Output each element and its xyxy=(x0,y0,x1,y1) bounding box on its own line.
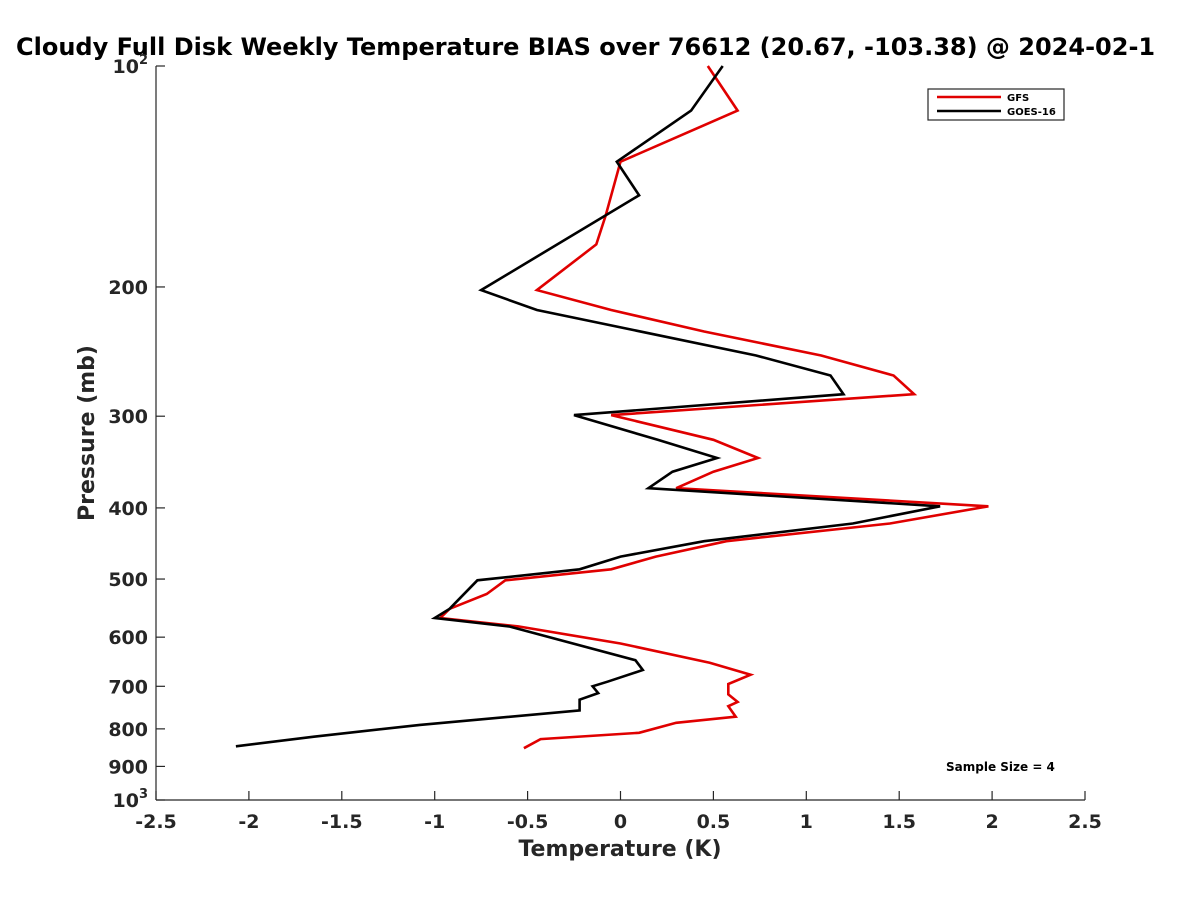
x-tick-label: 2.5 xyxy=(1068,811,1102,833)
x-tick-label: -2.5 xyxy=(135,811,177,833)
y-tick-label: 800 xyxy=(108,719,148,741)
y-tick-label: 400 xyxy=(108,498,148,520)
x-tick-label: 1 xyxy=(800,811,813,833)
x-tick-label: -1.5 xyxy=(321,811,363,833)
series-line-gfs xyxy=(437,65,989,750)
sample-size-annotation: Sample Size = 4 xyxy=(946,760,1055,774)
legend-label-goes-16: GOES-16 xyxy=(1007,107,1056,118)
y-tick-label: 600 xyxy=(108,627,148,649)
chart-title: Cloudy Full Disk Weekly Temperature BIAS… xyxy=(16,33,1155,61)
y-tick-label: 300 xyxy=(108,406,148,428)
x-tick-label: 0 xyxy=(614,811,627,833)
y-tick-label: 500 xyxy=(108,569,148,591)
y-tick-label: 102 xyxy=(113,53,149,78)
series-layer xyxy=(235,65,989,750)
x-tick-label: -0.5 xyxy=(507,811,549,833)
y-tick-label: 103 xyxy=(113,787,149,812)
legend: GFS GOES-16 xyxy=(927,88,1065,121)
x-tick-label: 0.5 xyxy=(697,811,731,833)
x-tick-label: -1 xyxy=(424,811,445,833)
x-axis-label: Temperature (K) xyxy=(518,837,721,862)
axes: -2.5 -2 -1.5 -1 -0.5 0 0.5 1 1.5 2 2.5 102 200 300 400… xyxy=(108,53,1102,833)
x-tick-label: -2 xyxy=(238,811,259,833)
x-tick-label: 2 xyxy=(985,811,998,833)
y-tick-label: 700 xyxy=(108,676,148,698)
legend-box xyxy=(927,88,1065,121)
y-tick-label: 200 xyxy=(108,277,148,299)
legend-label-gfs: GFS xyxy=(1007,93,1029,104)
series-line-goes-16 xyxy=(235,65,941,748)
y-axis-label: Pressure (mb) xyxy=(75,345,100,521)
x-tick-label: 1.5 xyxy=(882,811,916,833)
y-tick-label: 900 xyxy=(108,756,148,778)
